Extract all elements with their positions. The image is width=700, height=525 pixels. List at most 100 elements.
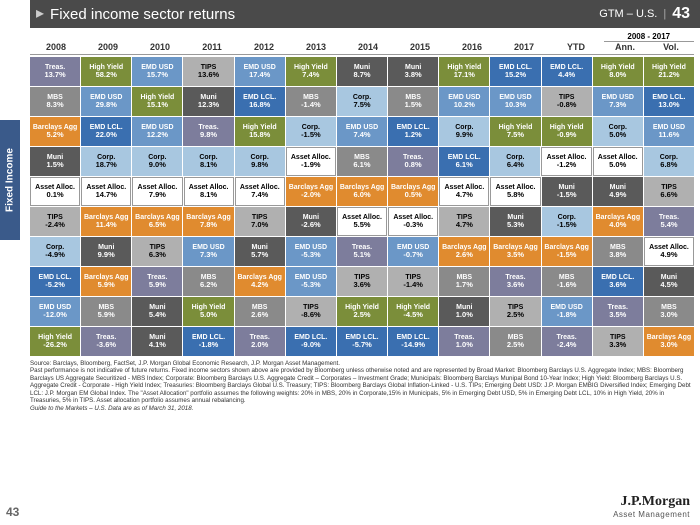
grid-cell: High Yield2.5% — [337, 297, 387, 326]
content: 2008 - 2017 2008200920102011201220132014… — [30, 28, 700, 356]
grid-row: TIPS-2.4%Barclays Agg11.4%Barclays Agg6.… — [30, 207, 694, 236]
grid-cell: EMD USD17.4% — [235, 57, 285, 86]
grid-cell: MBS2.6% — [235, 297, 285, 326]
logo: J.P.Morgan — [613, 494, 690, 510]
grid-cell: EMD USD11.6% — [644, 117, 694, 146]
grid-cell: Muni9.9% — [81, 237, 131, 266]
grid-cell: MBS1.5% — [388, 87, 438, 116]
grid-cell: Barclays Agg-2.0% — [286, 177, 336, 206]
grid-cell: Muni5.3% — [490, 207, 540, 236]
grid-cell: Corp.9.8% — [235, 147, 285, 176]
col-header: 2013 — [290, 42, 342, 55]
gtm-label: GTM – U.S. — [599, 8, 657, 20]
span-header: 2008 - 2017 — [604, 32, 695, 42]
grid-cell: High Yield-0.9% — [542, 117, 592, 146]
grid-cell: MBS-1.6% — [542, 267, 592, 296]
grid-cell: Corp.-1.5% — [286, 117, 336, 146]
heat-grid: Treas.13.7%High Yield58.2%EMD USD15.7%TI… — [30, 57, 694, 356]
grid-cell: Barclays Agg4.2% — [235, 267, 285, 296]
grid-cell: Treas.3.6% — [490, 267, 540, 296]
grid-cell: EMD LCL.-5.7% — [337, 327, 387, 356]
col-header: 2015 — [394, 42, 446, 55]
grid-cell: Muni4.9% — [593, 177, 643, 206]
grid-cell: High Yield8.0% — [593, 57, 643, 86]
grid-cell: High Yield-4.5% — [388, 297, 438, 326]
grid-cell: EMD LCL.-1.8% — [183, 327, 233, 356]
grid-cell: Treas.0.8% — [388, 147, 438, 176]
grid-cell: EMD LCL.16.8% — [235, 87, 285, 116]
grid-cell: MBS1.7% — [439, 267, 489, 296]
grid-cell: EMD USD-1.8% — [542, 297, 592, 326]
grid-cell: Muni4.5% — [644, 267, 694, 296]
grid-cell: MBS6.1% — [337, 147, 387, 176]
grid-cell: Muni5.7% — [235, 237, 285, 266]
col-header: YTD — [550, 42, 602, 55]
grid-cell: EMD LCL.13.0% — [644, 87, 694, 116]
grid-cell: Barclays Agg3.0% — [644, 327, 694, 356]
grid-cell: EMD USD29.8% — [81, 87, 131, 116]
grid-cell: Corp.8.1% — [183, 147, 233, 176]
grid-cell: EMD USD15.7% — [132, 57, 182, 86]
grid-cell: TIPS3.3% — [593, 327, 643, 356]
grid-row: MBS8.3%EMD USD29.8%High Yield15.1%Muni12… — [30, 87, 694, 116]
grid-cell: Muni4.1% — [132, 327, 182, 356]
grid-row: EMD LCL.-5.2%Barclays Agg5.9%Treas.5.9%M… — [30, 267, 694, 296]
grid-cell: Barclays Agg11.4% — [81, 207, 131, 236]
grid-cell: Asset Alloc.5.8% — [490, 177, 540, 206]
col-header: 2008 — [30, 42, 82, 55]
footnote: Source: Barclays, Bloomberg, FactSet, J.… — [30, 356, 700, 412]
grid-cell: MBS8.3% — [30, 87, 80, 116]
page-title: Fixed income sector returns — [50, 6, 235, 23]
page-number: 43 — [672, 5, 690, 23]
grid-row: Barclays Agg5.2%EMD LCL.22.0%EMD USD12.2… — [30, 117, 694, 146]
grid-cell: Asset Alloc.-1.9% — [286, 147, 336, 176]
grid-cell: Asset Alloc.4.9% — [644, 237, 694, 266]
grid-cell: Corp.18.7% — [81, 147, 131, 176]
grid-row: High Yield-26.2%Treas.-3.6%Muni4.1%EMD L… — [30, 327, 694, 356]
grid-cell: Asset Alloc.0.1% — [30, 177, 80, 206]
grid-cell: TIPS4.7% — [439, 207, 489, 236]
grid-cell: EMD USD12.2% — [132, 117, 182, 146]
col-header: Vol. — [648, 42, 694, 55]
grid-cell: TIPS13.6% — [183, 57, 233, 86]
grid-cell: TIPS-2.4% — [30, 207, 80, 236]
span-header-row: 2008 - 2017 — [30, 32, 694, 42]
grid-cell: High Yield15.1% — [132, 87, 182, 116]
grid-cell: Corp.5.0% — [593, 117, 643, 146]
grid-cell: Muni12.3% — [183, 87, 233, 116]
grid-cell: MBS2.5% — [490, 327, 540, 356]
grid-row: EMD USD-12.0%MBS5.9%Muni5.4%High Yield5.… — [30, 297, 694, 326]
grid-cell: Barclays Agg-1.5% — [542, 237, 592, 266]
col-header: 2017 — [498, 42, 550, 55]
grid-cell: TIPS6.3% — [132, 237, 182, 266]
grid-row: Asset Alloc.0.1%Asset Alloc.14.7%Asset A… — [30, 177, 694, 206]
grid-cell: Asset Alloc.-0.3% — [388, 207, 438, 236]
grid-cell: TIPS-1.4% — [388, 267, 438, 296]
grid-cell: EMD LCL.4.4% — [542, 57, 592, 86]
grid-cell: TIPS2.5% — [490, 297, 540, 326]
grid-cell: EMD USD10.2% — [439, 87, 489, 116]
sidebar-tab: Fixed Income — [0, 120, 20, 240]
grid-cell: EMD LCL.-5.2% — [30, 267, 80, 296]
grid-cell: Asset Alloc.7.4% — [235, 177, 285, 206]
grid-cell: Treas.5.1% — [337, 237, 387, 266]
grid-cell: Corp.6.8% — [644, 147, 694, 176]
grid-cell: Asset Alloc.7.9% — [132, 177, 182, 206]
grid-cell: Asset Alloc.5.5% — [337, 207, 387, 236]
grid-cell: Barclays Agg5.9% — [81, 267, 131, 296]
col-header: 2014 — [342, 42, 394, 55]
header-bar: ▸ Fixed income sector returns GTM – U.S.… — [30, 0, 700, 28]
logo-sub: Asset Management — [613, 510, 690, 519]
grid-cell: Barclays Agg4.0% — [593, 207, 643, 236]
grid-cell: Muni-2.6% — [286, 207, 336, 236]
grid-cell: High Yield17.1% — [439, 57, 489, 86]
grid-cell: High Yield7.5% — [490, 117, 540, 146]
grid-cell: MBS6.2% — [183, 267, 233, 296]
grid-cell: EMD USD7.3% — [593, 87, 643, 116]
grid-cell: Treas.2.0% — [235, 327, 285, 356]
grid-cell: Muni3.8% — [388, 57, 438, 86]
col-header: 2012 — [238, 42, 290, 55]
grid-cell: Barclays Agg6.5% — [132, 207, 182, 236]
grid-cell: Asset Alloc.14.7% — [81, 177, 131, 206]
grid-cell: Corp.9.9% — [439, 117, 489, 146]
